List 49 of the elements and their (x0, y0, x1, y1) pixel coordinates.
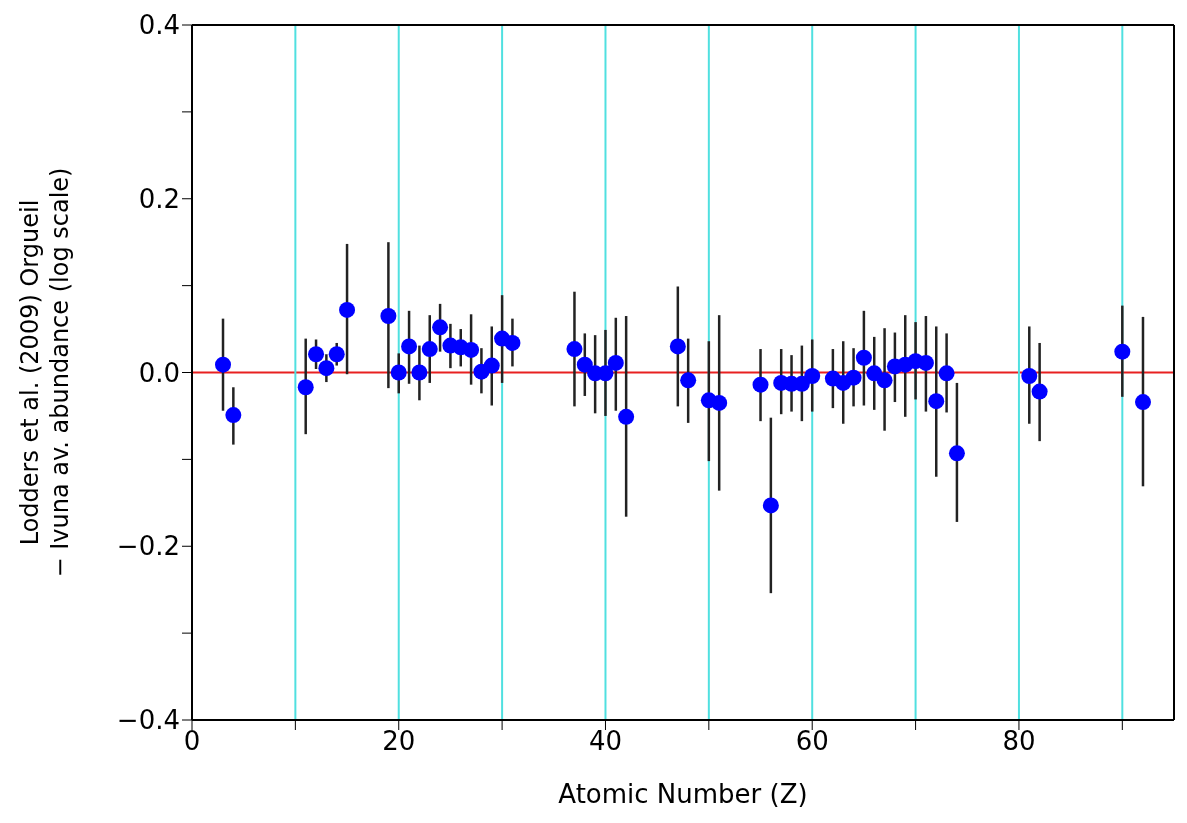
point (225, 407, 242, 424)
point (762, 497, 779, 514)
point (917, 354, 934, 371)
point (669, 338, 686, 355)
point (845, 369, 862, 386)
point (380, 308, 397, 325)
x-tick-label: 20 (382, 726, 416, 757)
point (463, 341, 480, 358)
point (504, 334, 521, 351)
point (948, 445, 965, 462)
point (1021, 367, 1038, 384)
point (566, 341, 583, 358)
point (328, 346, 345, 363)
point (1031, 383, 1048, 400)
x-tick-label: 0 (183, 726, 201, 757)
y-tick-label: −0.2 (116, 531, 180, 562)
point (297, 379, 314, 396)
point (215, 356, 232, 373)
point (339, 301, 356, 318)
point (483, 357, 500, 374)
point (1134, 394, 1151, 411)
point (804, 367, 821, 384)
y-tick-label: 0.0 (138, 357, 180, 388)
point (928, 393, 945, 410)
x-tick-label: 40 (588, 726, 623, 757)
point (938, 365, 955, 382)
y-axis-title: Lodders et al. (2009) Orgueil − Ivuna av. abundance (log scale) (16, 167, 74, 578)
y-tick-label: −0.4 (116, 705, 180, 736)
point (711, 394, 728, 411)
x-tick-label: 80 (1002, 726, 1036, 757)
point (308, 346, 325, 363)
point (576, 356, 593, 373)
point (752, 376, 769, 393)
x-axis-title: Atomic Number (Z) (558, 779, 808, 809)
y-tick-label: 0.4 (138, 10, 180, 41)
point (855, 349, 872, 366)
point (401, 338, 418, 355)
point (390, 364, 407, 381)
point (421, 341, 438, 358)
point (318, 360, 335, 377)
point (618, 408, 635, 425)
x-tick-label: 60 (795, 726, 829, 757)
point (411, 364, 428, 381)
point (876, 372, 893, 389)
point (1114, 343, 1131, 360)
point (432, 319, 449, 336)
point (680, 372, 697, 389)
point (607, 354, 624, 371)
y-tick-label: 0.2 (138, 183, 180, 214)
